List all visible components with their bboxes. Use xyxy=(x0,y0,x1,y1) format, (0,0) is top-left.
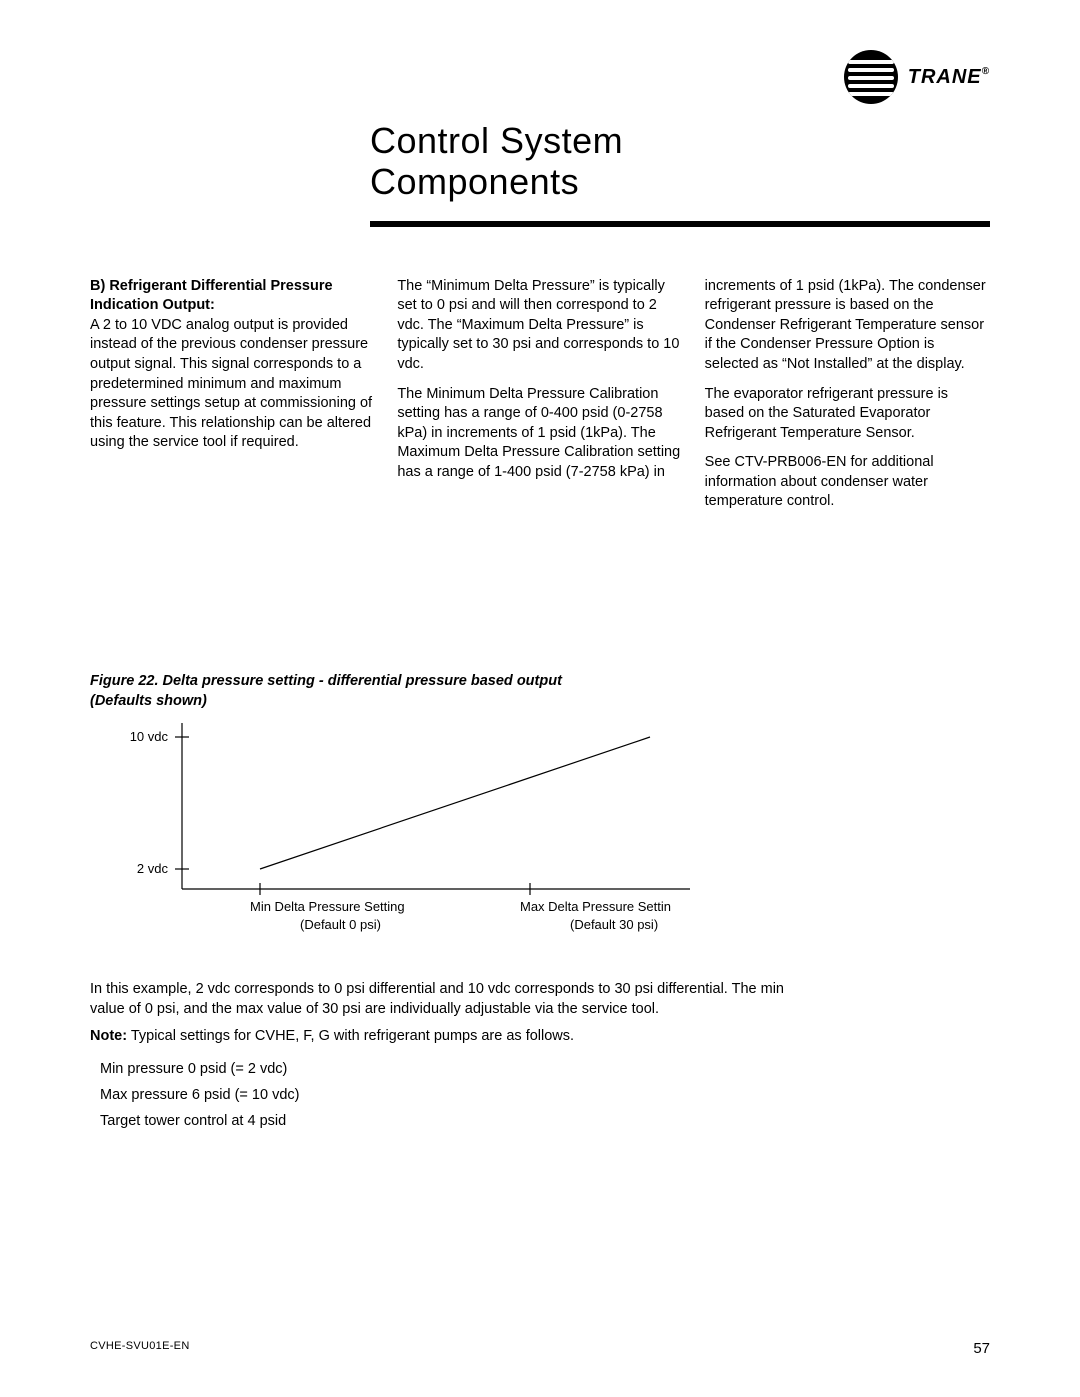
figure-caption: Figure 22. Delta pressure setting - diff… xyxy=(90,672,990,711)
brand-name: TRANE® xyxy=(908,66,990,89)
col2-p2: The Minimum Delta Pressure Calibration s… xyxy=(397,385,682,483)
page: TRANE® Control System Components B) Refr… xyxy=(0,0,1080,1397)
after-p1: In this example, 2 vdc corresponds to 0 … xyxy=(90,979,810,1020)
col3-p1: increments of 1 psid (1kPa). The condens… xyxy=(705,277,990,375)
column-1: B) Refrigerant Differential Pressure Ind… xyxy=(90,277,375,522)
doc-id: CVHE-SVU01E-EN xyxy=(90,1340,190,1357)
chart-svg: 2 vdc 10 vdc Min Delta Pressure Setting (De… xyxy=(90,719,710,949)
figure-caption-line1: Figure 22. Delta pressure setting - diff… xyxy=(90,673,562,689)
note-bullets: Min pressure 0 psid (= 2 vdc) Max pressu… xyxy=(90,1056,810,1134)
figure-block: Figure 22. Delta pressure setting - diff… xyxy=(90,672,990,949)
page-title: Control System Components xyxy=(370,120,990,203)
col1-p1: A 2 to 10 VDC analog output is provided … xyxy=(90,317,372,450)
note-bullet: Target tower control at 4 psid xyxy=(100,1108,810,1134)
after-chart-text: In this example, 2 vdc corresponds to 0 … xyxy=(90,979,810,1134)
page-number: 57 xyxy=(973,1340,990,1357)
figure-caption-line2: (Defaults shown) xyxy=(90,693,207,709)
col3-p2: The evaporator refrigerant pressure is b… xyxy=(705,385,990,444)
page-footer: CVHE-SVU01E-EN 57 xyxy=(90,1340,990,1357)
svg-text:Max Delta Pressure Settin: Max Delta Pressure Settin xyxy=(520,899,671,914)
note-bullet: Min pressure 0 psid (= 2 vdc) xyxy=(100,1056,810,1082)
after-note: Note: Typical settings for CVHE, F, G wi… xyxy=(90,1026,810,1046)
col3-p3: See CTV-PRB006-EN for additional informa… xyxy=(705,453,990,512)
brand-logo: TRANE® xyxy=(844,50,990,104)
svg-text:10 vdc: 10 vdc xyxy=(130,729,169,744)
col2-p1: The “Minimum Delta Pressure” is typicall… xyxy=(397,277,682,375)
svg-text:2 vdc: 2 vdc xyxy=(137,861,169,876)
column-2: The “Minimum Delta Pressure” is typicall… xyxy=(397,277,682,522)
note-body: Typical settings for CVHE, F, G with ref… xyxy=(127,1028,574,1044)
logo-ball-icon xyxy=(844,50,898,104)
note-bullet: Max pressure 6 psid (= 10 vdc) xyxy=(100,1082,810,1108)
svg-text:Min Delta Pressure Setting: Min Delta Pressure Setting xyxy=(250,899,405,914)
svg-text:(Default 30 psi): (Default 30 psi) xyxy=(570,917,658,932)
horizontal-rule xyxy=(370,221,990,227)
svg-text:(Default 0 psi): (Default 0 psi) xyxy=(300,917,381,932)
title-line-2: Components xyxy=(370,161,579,202)
col1-heading: B) Refrigerant Differential Pressure Ind… xyxy=(90,278,333,314)
body-columns: B) Refrigerant Differential Pressure Ind… xyxy=(90,277,990,522)
note-prefix: Note: xyxy=(90,1028,127,1044)
delta-pressure-chart: 2 vdc 10 vdc Min Delta Pressure Setting (De… xyxy=(90,719,710,949)
title-block: Control System Components xyxy=(370,120,990,203)
column-3: increments of 1 psid (1kPa). The condens… xyxy=(705,277,990,522)
title-line-1: Control System xyxy=(370,120,623,161)
